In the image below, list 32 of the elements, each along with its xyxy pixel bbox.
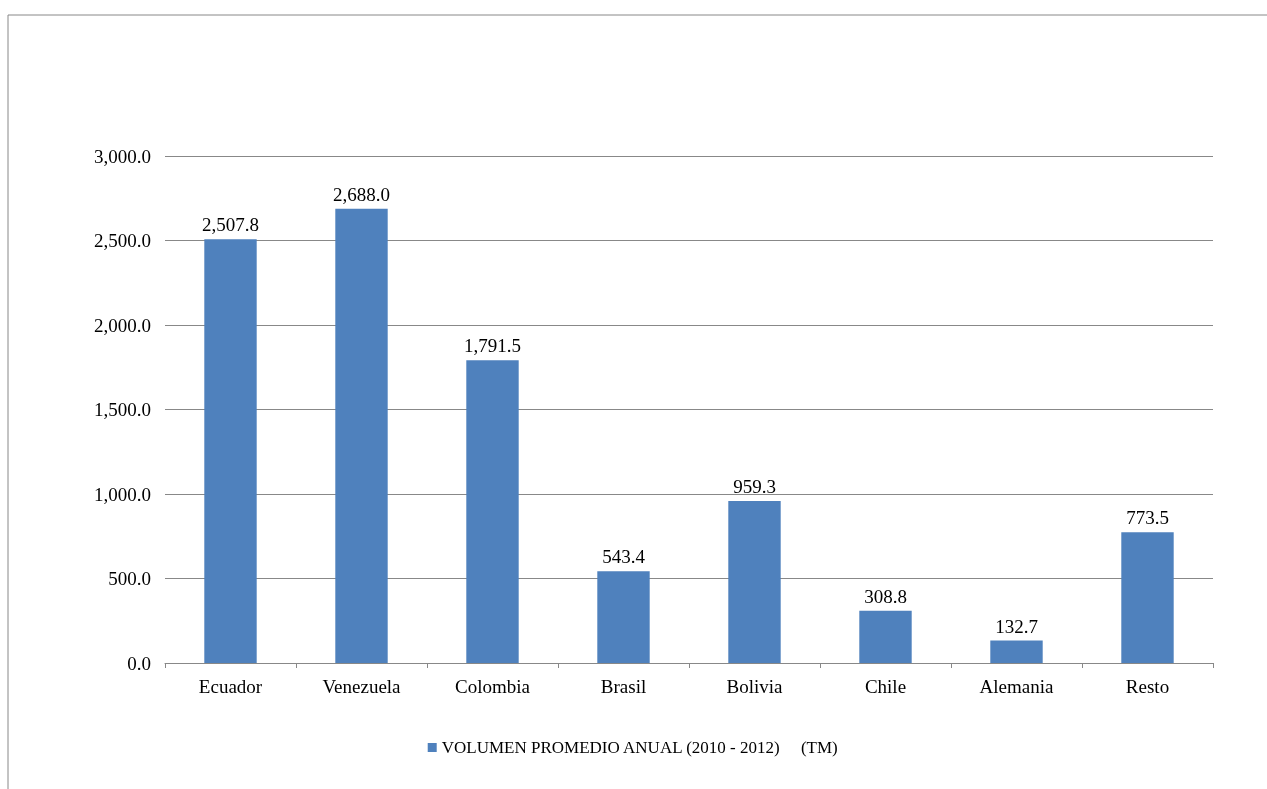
x-tick-label: Venezuela	[322, 676, 402, 697]
data-label: 308.8	[864, 585, 907, 607]
x-tick-label: Chile	[864, 676, 907, 697]
bar	[466, 360, 519, 663]
x-tick-label: Brasil	[600, 676, 647, 697]
y-tick-label: 0.0	[127, 652, 151, 674]
bar	[990, 640, 1043, 663]
data-label: 1,791.5	[464, 335, 521, 357]
y-tick-label: 1,000.0	[94, 483, 151, 505]
data-label: 132.7	[995, 615, 1038, 637]
y-tick-label: 2,500.0	[94, 230, 151, 251]
bar	[204, 239, 257, 663]
bar	[1121, 532, 1174, 663]
y-tick-label: 3,000.0	[94, 145, 151, 167]
data-label: 773.5	[1126, 507, 1169, 529]
x-tick-label: Resto	[1125, 676, 1170, 697]
bar	[728, 500, 781, 663]
y-tick-label: 500.0	[108, 568, 151, 589]
y-tick-label: 1,500.0	[94, 399, 151, 420]
x-tick-label: Colombia	[455, 676, 531, 697]
data-label: 2,688.0	[333, 183, 390, 205]
legend-label: VOLUMEN PROMEDIO ANUAL (2010 - 2012) (TM)	[441, 738, 838, 757]
data-label: 2,507.8	[202, 214, 259, 236]
bar	[597, 571, 650, 663]
y-tick-label: 2,000.0	[94, 314, 151, 336]
data-label: 543.4	[602, 546, 646, 568]
bar	[859, 610, 912, 663]
x-tick-label: Bolivia	[726, 676, 784, 697]
bar	[335, 208, 388, 663]
x-tick-label: Alemania	[979, 676, 1054, 697]
x-tick-label: Ecuador	[198, 676, 263, 697]
data-label: 959.3	[733, 475, 776, 497]
